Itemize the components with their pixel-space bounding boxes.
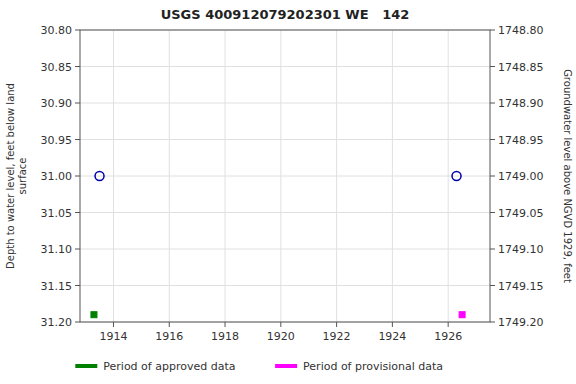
y2-tick-label: 1749.20 — [498, 316, 544, 329]
y2-tick-label: 1749.10 — [498, 243, 544, 256]
y2-tick — [490, 66, 495, 67]
y-tick — [75, 103, 80, 104]
legend-label: Period of approved data — [103, 360, 235, 373]
y-tick-label: 30.85 — [41, 61, 73, 74]
y2-tick-label: 1749.15 — [498, 280, 544, 293]
x-tick-label: 1924 — [378, 330, 406, 343]
grid-line-y — [80, 285, 490, 286]
y2-tick-label: 1749.00 — [498, 170, 544, 183]
y2-tick — [490, 139, 495, 140]
y2-axis-label: Groundwater level above NGVD 1929, feet — [562, 69, 573, 283]
y-tick-label: 31.15 — [41, 280, 73, 293]
x-tick — [448, 322, 449, 327]
legend-label: Period of provisional data — [303, 360, 443, 373]
x-tick-label: 1926 — [434, 330, 462, 343]
y-tick-label: 31.05 — [41, 207, 73, 220]
x-tick-label: 1922 — [323, 330, 351, 343]
x-tick-label: 1918 — [211, 330, 239, 343]
y-tick-label: 30.90 — [41, 97, 73, 110]
y-tick-label: 30.95 — [41, 134, 73, 147]
x-tick-label: 1916 — [155, 330, 183, 343]
y2-tick — [490, 322, 495, 323]
grid-line-y — [80, 103, 490, 104]
y-tick — [75, 30, 80, 31]
y-tick-label: 31.00 — [41, 170, 73, 183]
y-tick — [75, 176, 80, 177]
y2-tick — [490, 249, 495, 250]
grid — [80, 30, 490, 322]
series — [459, 312, 465, 318]
y-axis-label-line: surface — [17, 158, 28, 195]
x-tick — [169, 322, 170, 327]
marks — [91, 172, 465, 318]
y2-tick-label: 1748.90 — [498, 97, 544, 110]
legend: Period of approved data Period of provisi… — [75, 360, 443, 373]
grid-line-y — [80, 66, 490, 67]
y2-tick — [490, 212, 495, 213]
grid-line-y — [80, 212, 490, 213]
grid-line-y — [80, 139, 490, 140]
y-tick — [75, 66, 80, 67]
x-tick-label: 1914 — [99, 330, 127, 343]
plot-frame — [80, 30, 490, 322]
grid-line-y — [80, 176, 490, 177]
y-tick — [75, 139, 80, 140]
y2-tick — [490, 30, 495, 31]
y-tick-label: 31.20 — [41, 316, 73, 329]
x-tick-label: 1920 — [267, 330, 295, 343]
y2-tick — [490, 103, 495, 104]
y-tick-label: 30.80 — [41, 24, 73, 37]
square-marker — [91, 312, 97, 318]
y2-tick — [490, 176, 495, 177]
y-tick — [75, 212, 80, 213]
y-axis-label: Depth to water level, feet below landsur… — [5, 83, 28, 269]
x-tick — [225, 322, 226, 327]
y2-tick — [490, 285, 495, 286]
square-marker — [459, 312, 465, 318]
series — [91, 312, 97, 318]
x-tick — [392, 322, 393, 327]
circle-marker — [452, 172, 461, 181]
y-tick-label: 31.10 — [41, 243, 73, 256]
y-tick — [75, 322, 80, 323]
y2-tick-label: 1748.95 — [498, 134, 544, 147]
x-tick — [336, 322, 337, 327]
y2-tick-label: 1748.80 — [498, 24, 544, 37]
legend-swatch — [75, 364, 97, 368]
y-axis-label-line: Depth to water level, feet below land — [5, 83, 16, 269]
title: USGS 400912079202301 WE 142 — [161, 7, 410, 22]
y2-tick-label: 1748.85 — [498, 61, 544, 74]
y-tick — [75, 249, 80, 250]
x-tick — [113, 322, 114, 327]
plot-area — [80, 30, 490, 322]
y2-tick-label: 1749.05 — [498, 207, 544, 220]
circle-marker — [95, 172, 104, 181]
chart: 1914 1916 1918 1920 1922 1924 1926 30.80 30.85 30… — [0, 0, 576, 384]
legend-swatch — [275, 364, 297, 368]
y-tick — [75, 285, 80, 286]
grid-line-y — [80, 249, 490, 250]
series — [95, 172, 461, 181]
x-tick — [280, 322, 281, 327]
